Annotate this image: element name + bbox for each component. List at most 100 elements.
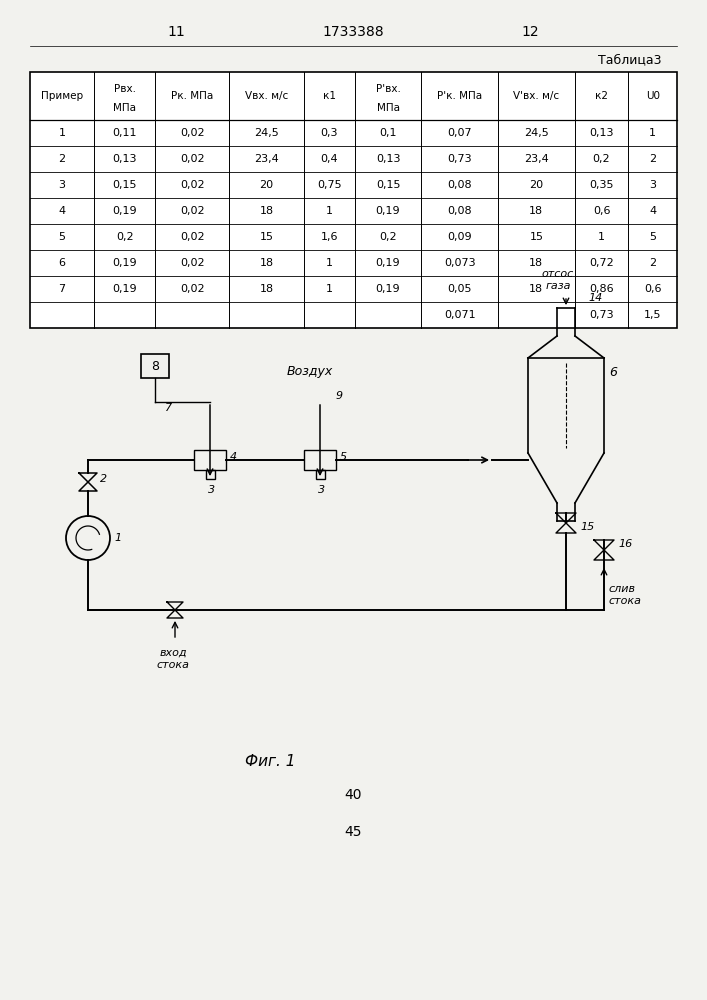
Text: 18: 18: [530, 284, 544, 294]
Text: 1: 1: [114, 533, 121, 543]
Bar: [30, 72, 677, 328]
Text: Таблица3: Таблица3: [599, 53, 662, 66]
Text: к2: к2: [595, 91, 608, 101]
Text: 2: 2: [649, 154, 656, 164]
Text: 5: 5: [59, 232, 66, 242]
Text: 0,1: 0,1: [379, 128, 397, 138]
Text: 0,05: 0,05: [448, 284, 472, 294]
Text: 0,13: 0,13: [590, 128, 614, 138]
Text: 40: 40: [344, 788, 362, 802]
Text: 3: 3: [649, 180, 656, 190]
Text: 0,02: 0,02: [180, 180, 205, 190]
Text: 16: 16: [618, 539, 632, 549]
Text: 0,19: 0,19: [375, 284, 400, 294]
Text: 11: 11: [167, 25, 185, 39]
Text: 0,75: 0,75: [317, 180, 341, 190]
Text: 12: 12: [521, 25, 539, 39]
Text: 4: 4: [649, 206, 656, 216]
Text: 0,72: 0,72: [589, 258, 614, 268]
Text: 0,15: 0,15: [376, 180, 400, 190]
Text: 3: 3: [318, 485, 325, 495]
Text: 0,73: 0,73: [589, 310, 614, 320]
Text: 5: 5: [340, 452, 347, 462]
Text: V'вх. м/с: V'вх. м/с: [513, 91, 559, 101]
Text: 0,73: 0,73: [448, 154, 472, 164]
Text: 4: 4: [230, 452, 237, 462]
Text: Пример: Пример: [41, 91, 83, 101]
Text: 4: 4: [59, 206, 66, 216]
Text: 1: 1: [59, 128, 66, 138]
Text: 0,13: 0,13: [376, 154, 400, 164]
Bar: [194, 450, 226, 470]
Text: 23,4: 23,4: [524, 154, 549, 164]
Text: 2: 2: [649, 258, 656, 268]
Text: 24,5: 24,5: [255, 128, 279, 138]
Text: 15: 15: [580, 522, 595, 532]
Text: 15: 15: [259, 232, 274, 242]
Text: 0,19: 0,19: [375, 206, 400, 216]
Text: Воздух: Воздух: [287, 365, 333, 378]
Text: 18: 18: [259, 258, 274, 268]
Text: P'вх.: P'вх.: [375, 84, 400, 94]
Text: МПа: МПа: [113, 103, 136, 113]
Text: 20: 20: [259, 180, 274, 190]
Text: 45: 45: [344, 825, 362, 839]
Text: 0,073: 0,073: [444, 258, 475, 268]
Text: 6: 6: [609, 366, 617, 379]
Text: 0,11: 0,11: [112, 128, 137, 138]
Text: МПа: МПа: [377, 103, 399, 113]
Text: 0,08: 0,08: [448, 180, 472, 190]
Text: 3: 3: [59, 180, 66, 190]
Text: 0,02: 0,02: [180, 284, 205, 294]
Text: 0,2: 0,2: [116, 232, 134, 242]
Text: 0,13: 0,13: [112, 154, 137, 164]
Text: U0: U0: [645, 91, 660, 101]
Text: 0,07: 0,07: [448, 128, 472, 138]
Text: P'к. МПа: P'к. МПа: [437, 91, 482, 101]
Text: вход
стока: вход стока: [156, 648, 189, 670]
Text: 18: 18: [530, 258, 544, 268]
Text: 18: 18: [259, 206, 274, 216]
Text: Pвх.: Pвх.: [114, 84, 136, 94]
Text: 20: 20: [530, 180, 544, 190]
Text: 0,02: 0,02: [180, 128, 205, 138]
Text: 1,6: 1,6: [320, 232, 338, 242]
Text: 2: 2: [59, 154, 66, 164]
Text: 0,02: 0,02: [180, 154, 205, 164]
Text: Рк. МПа: Рк. МПа: [171, 91, 214, 101]
Text: 0,19: 0,19: [112, 284, 137, 294]
Text: 0,3: 0,3: [320, 128, 338, 138]
Bar: [206, 470, 214, 479]
Text: 0,08: 0,08: [448, 206, 472, 216]
Text: 1: 1: [326, 258, 333, 268]
Text: 1: 1: [326, 206, 333, 216]
Text: 18: 18: [530, 206, 544, 216]
Text: 8: 8: [151, 360, 159, 372]
Text: 24,5: 24,5: [524, 128, 549, 138]
Text: 5: 5: [649, 232, 656, 242]
Text: 18: 18: [259, 284, 274, 294]
Text: 0,02: 0,02: [180, 206, 205, 216]
Text: 7: 7: [59, 284, 66, 294]
Text: 0,6: 0,6: [592, 206, 610, 216]
Text: 0,2: 0,2: [592, 154, 610, 164]
Text: отсос
газа: отсос газа: [542, 269, 574, 291]
Text: 1733388: 1733388: [322, 25, 384, 39]
Text: 7: 7: [165, 403, 172, 413]
Text: 0,15: 0,15: [112, 180, 137, 190]
Text: к1: к1: [322, 91, 336, 101]
Bar: [30, 72, 677, 328]
Text: 9: 9: [336, 391, 343, 401]
Text: 0,6: 0,6: [644, 284, 662, 294]
Text: Фиг. 1: Фиг. 1: [245, 754, 296, 770]
Text: 0,19: 0,19: [112, 258, 137, 268]
Text: 0,19: 0,19: [112, 206, 137, 216]
Text: 1: 1: [649, 128, 656, 138]
Bar: [304, 450, 336, 470]
Text: 6: 6: [59, 258, 66, 268]
Text: 14: 14: [588, 293, 602, 303]
Text: 1: 1: [598, 232, 605, 242]
Text: слив
стока: слив стока: [608, 584, 641, 606]
Text: 0,4: 0,4: [320, 154, 338, 164]
Text: 23,4: 23,4: [255, 154, 279, 164]
